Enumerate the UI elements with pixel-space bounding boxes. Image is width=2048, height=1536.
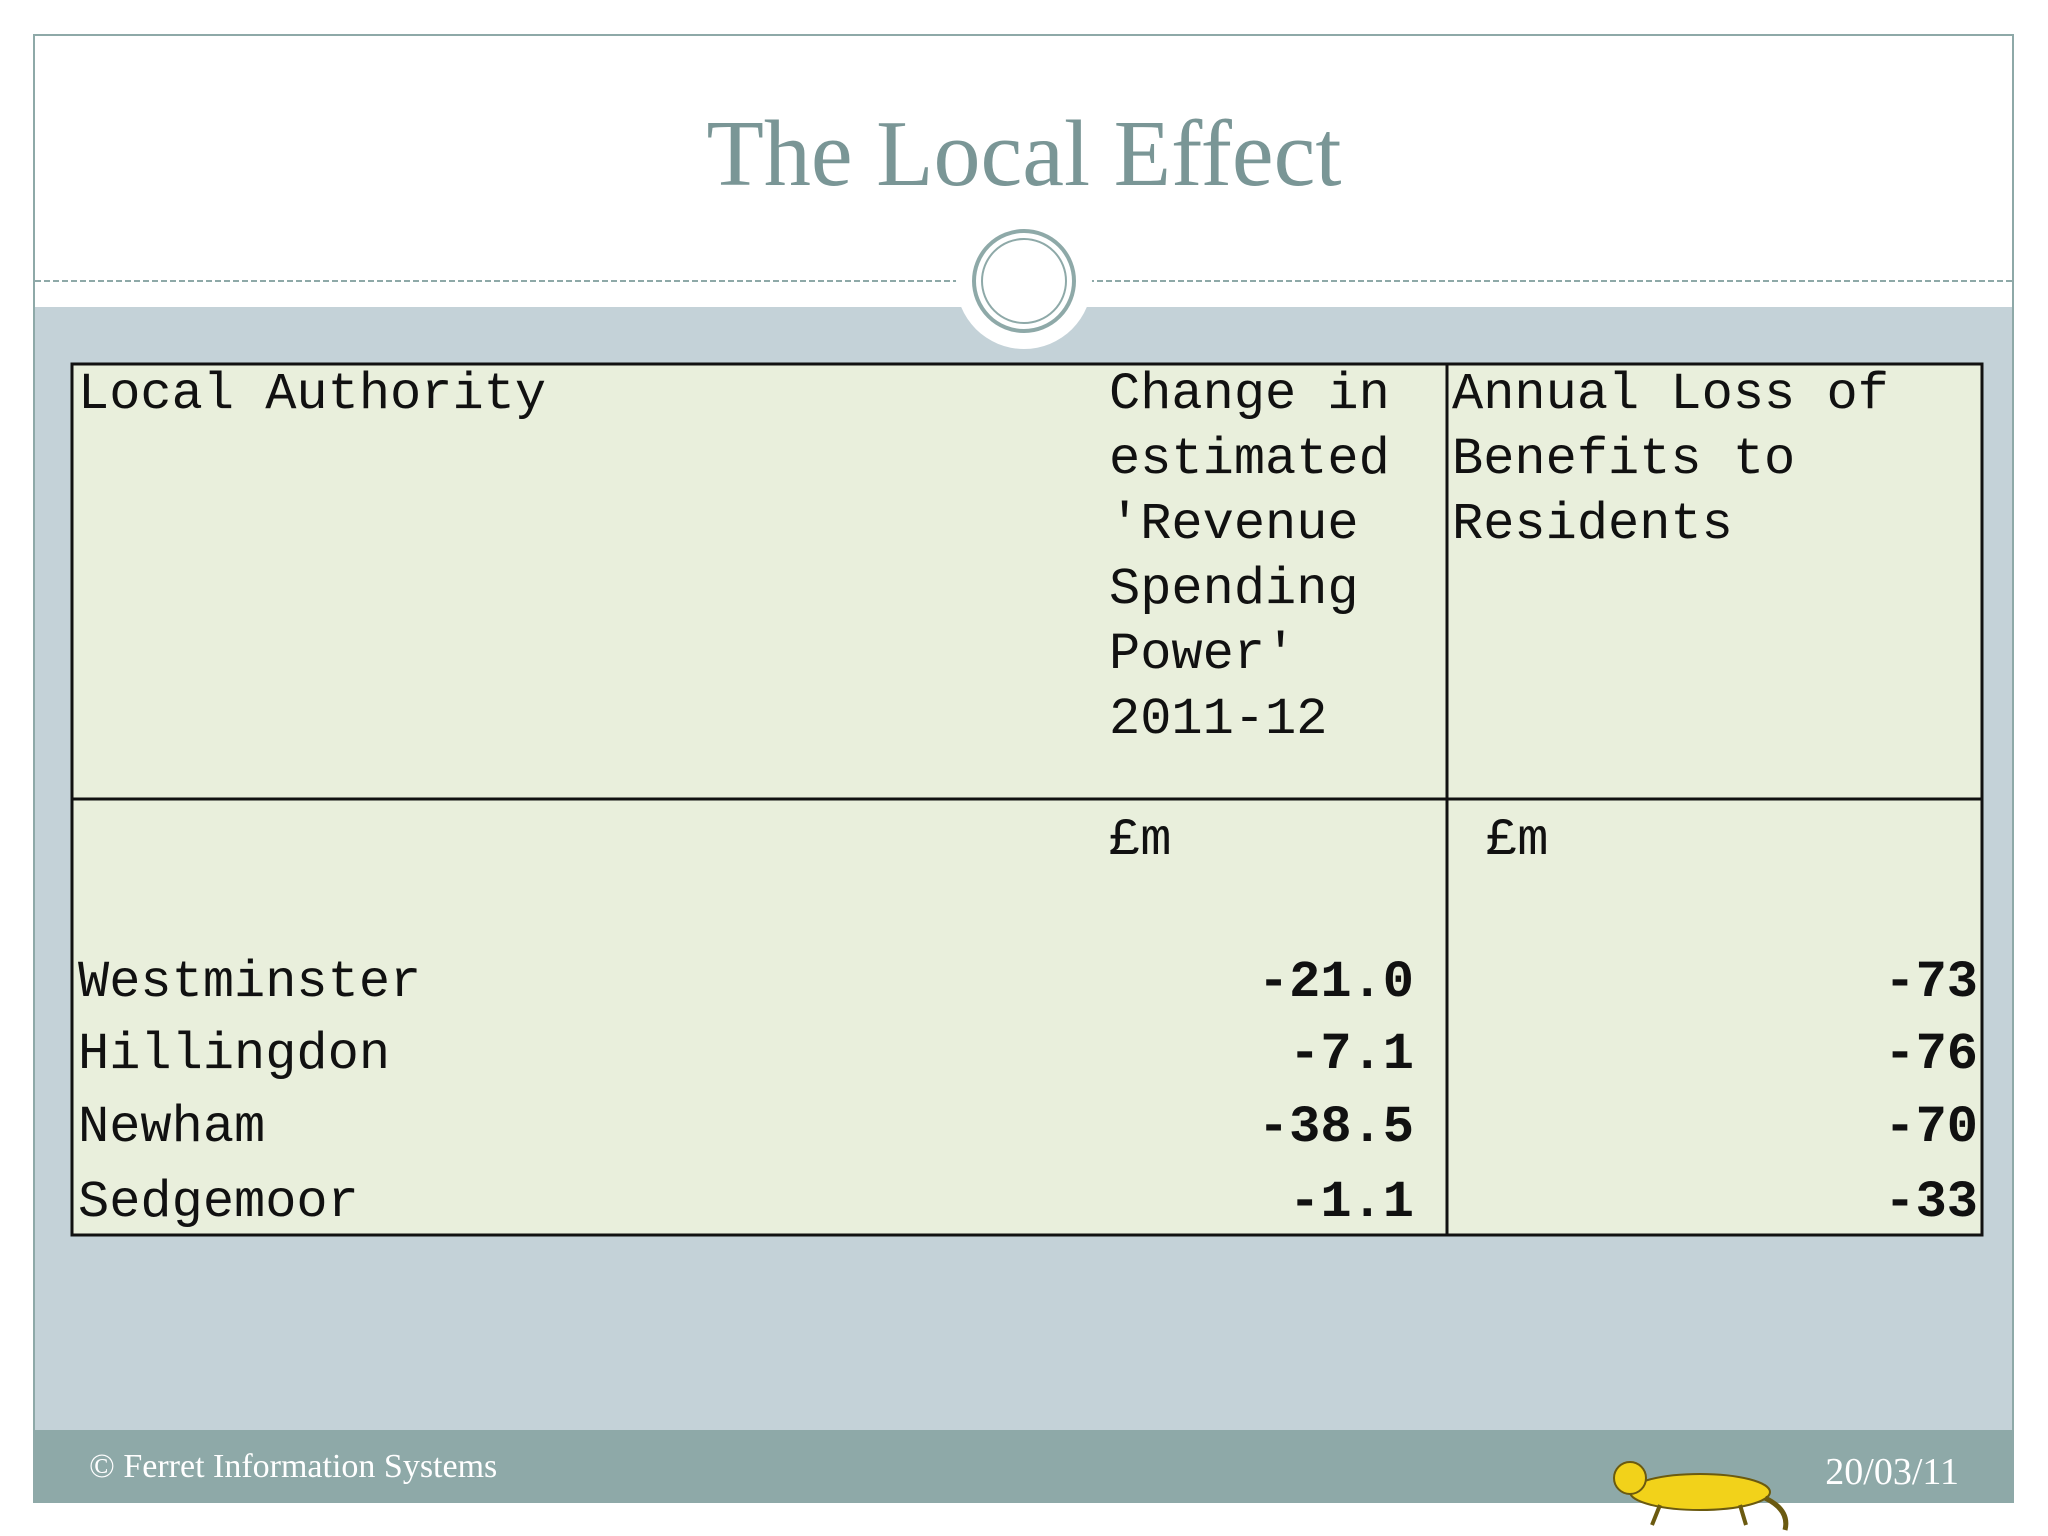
value-cell: -76	[1884, 1025, 1978, 1084]
value-cell: -73	[1884, 953, 1978, 1012]
ornament-bg	[956, 213, 1092, 349]
slide-title: The Local Effect	[706, 102, 1342, 206]
header-cell: Local Authority	[78, 365, 547, 424]
footer-copyright: © Ferret Information Systems	[89, 1448, 498, 1485]
unit-label: £m	[1486, 811, 1549, 870]
ferret-logo	[1613, 1461, 1789, 1531]
authority-cell: Hillingdon	[78, 1025, 391, 1084]
ornament-inner	[981, 238, 1067, 324]
header-cell: Change in estimated 'Revenue Spending Po…	[1109, 365, 1390, 749]
header-cell: Annual Loss of Benefits to Residents	[1452, 365, 1889, 554]
ornament-outer	[972, 229, 1076, 333]
value-cell: -7.1	[1289, 1025, 1414, 1084]
value-cell: -38.5	[1257, 1098, 1414, 1157]
value-cell: -33	[1884, 1173, 1978, 1232]
authority-cell: Westminster	[78, 953, 422, 1012]
value-cell: -1.1	[1289, 1173, 1414, 1232]
unit-label: £m	[1109, 811, 1172, 870]
authority-cell: Sedgemoor	[78, 1173, 359, 1232]
authority-cell: Newham	[78, 1098, 266, 1157]
value-cell: -21.0	[1257, 953, 1414, 1012]
footer-date: 20/03/11	[1825, 1451, 1959, 1493]
value-cell: -70	[1884, 1098, 1978, 1157]
